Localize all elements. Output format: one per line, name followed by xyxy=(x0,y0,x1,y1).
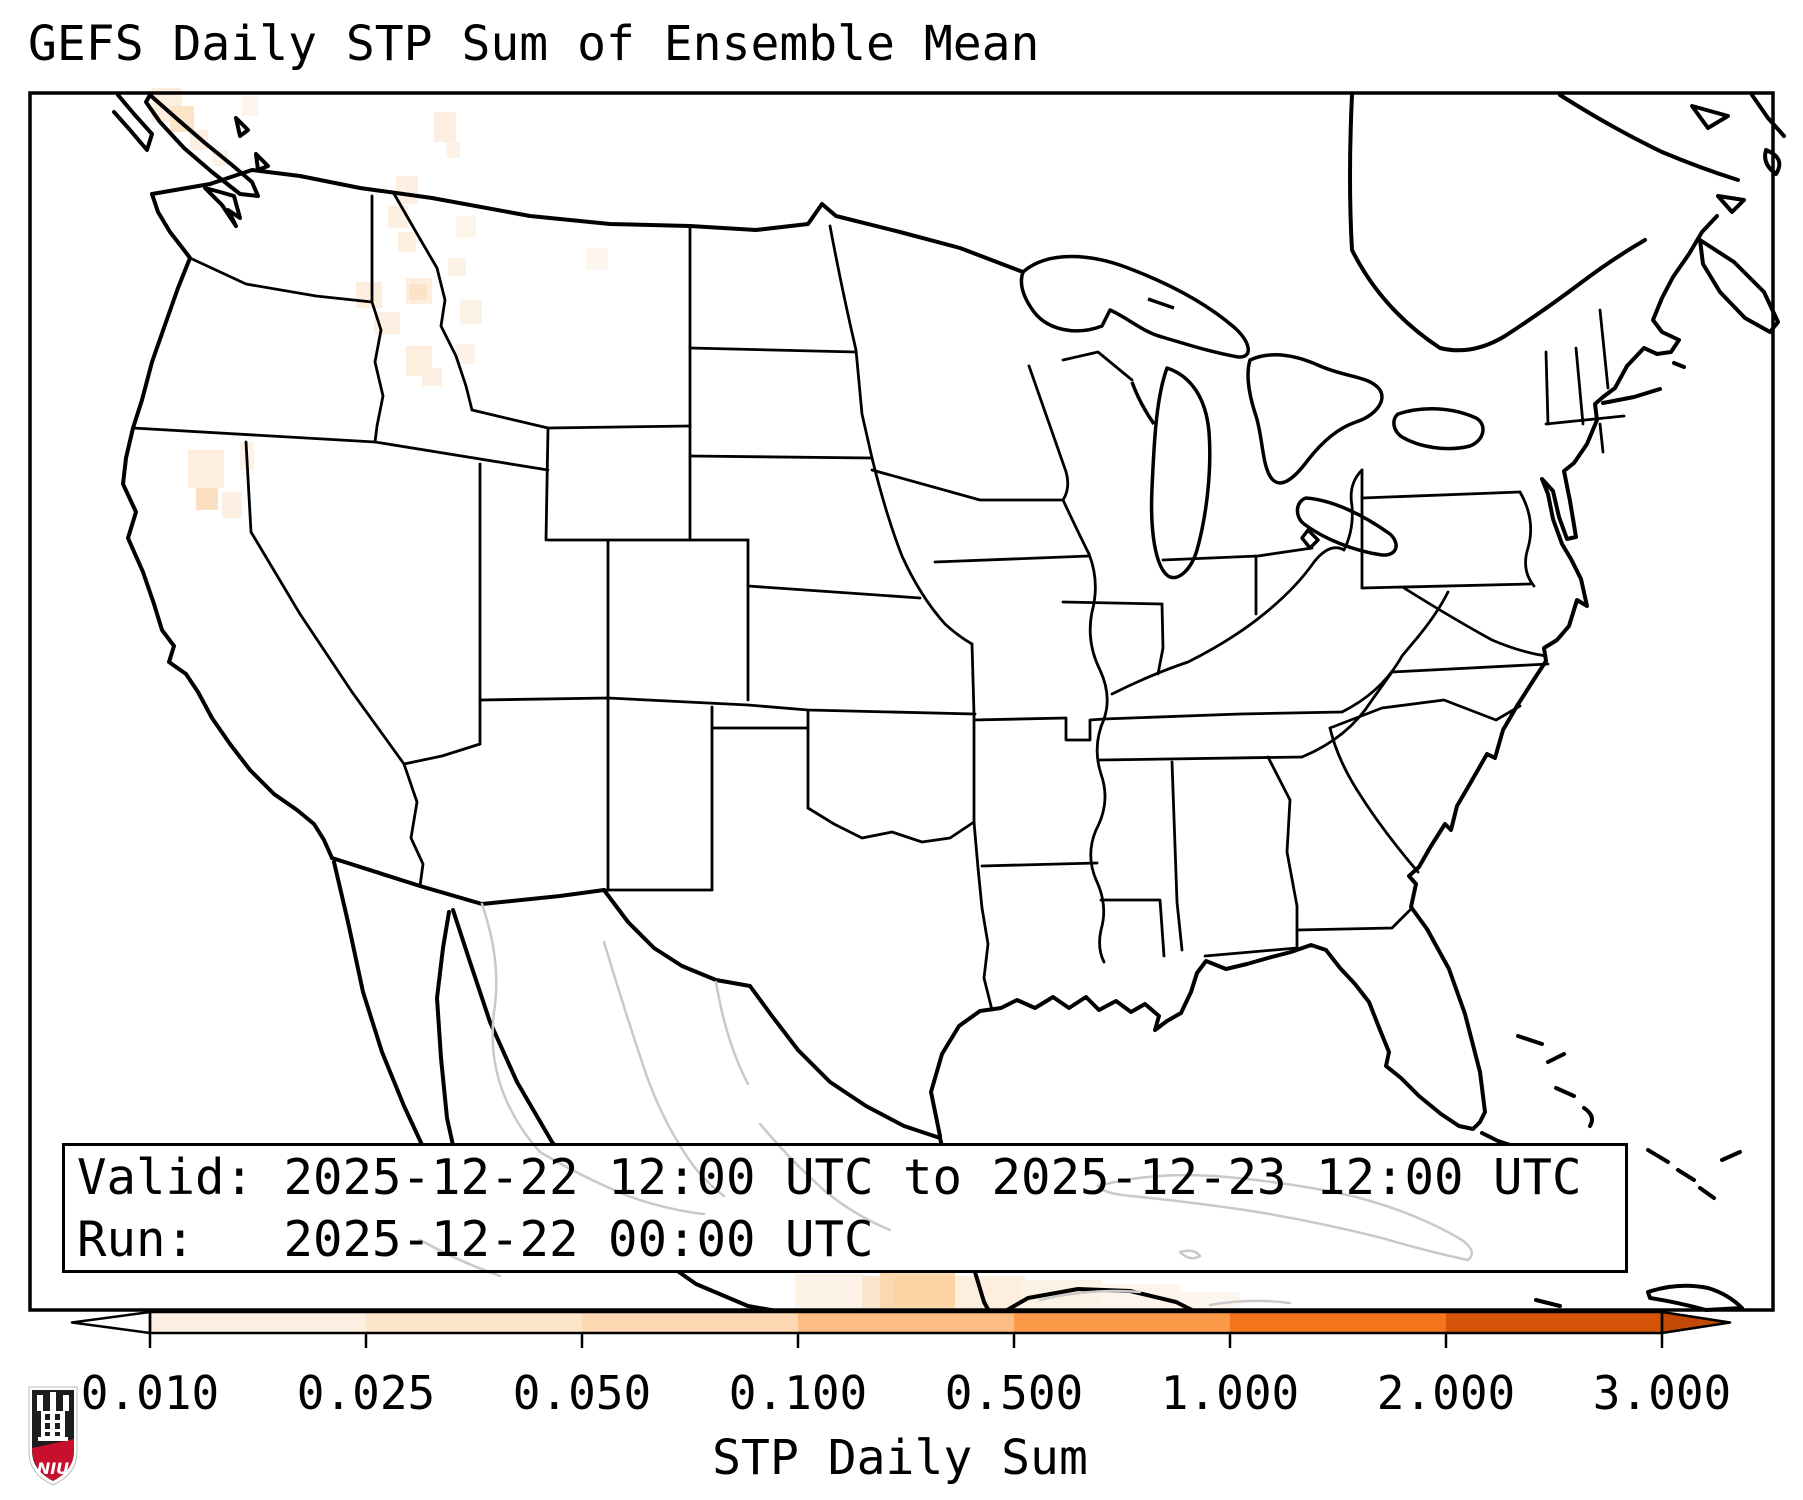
niu-logo: NIU xyxy=(28,1386,78,1486)
colorbar-segment xyxy=(150,1312,366,1333)
colorbar-segment xyxy=(798,1312,1014,1333)
lake-erie xyxy=(1295,496,1398,557)
isle-royale xyxy=(1147,297,1175,310)
logo-text: NIU xyxy=(37,1459,69,1478)
colorbar-segment xyxy=(366,1312,582,1333)
map-frame xyxy=(28,91,1775,1312)
vancouver-island xyxy=(112,93,154,152)
lake-michigan xyxy=(1149,366,1212,580)
lake-ontario xyxy=(1392,407,1485,451)
rio-grande xyxy=(602,888,942,1140)
great-lakes xyxy=(1019,254,1485,580)
colorbar-under-arrow xyxy=(70,1310,152,1335)
colorbar-segment xyxy=(1230,1312,1446,1333)
pacific-coast xyxy=(121,192,334,860)
canada-border xyxy=(150,168,1025,274)
info-box-backdrop xyxy=(62,1143,1628,1273)
lake-huron xyxy=(1246,353,1384,485)
colorbar-tick-label: 0.100 xyxy=(728,1366,868,1420)
mexico-border xyxy=(330,856,606,906)
colorbar-outline xyxy=(148,1310,1664,1335)
colorbar-over-arrow xyxy=(1660,1310,1732,1335)
coastlines xyxy=(112,93,1786,1315)
run-line: Run: 2025-12-22 00:00 UTC xyxy=(77,1211,874,1268)
colorbar-tick-label: 0.025 xyxy=(296,1366,436,1420)
colorbar-segment xyxy=(582,1312,798,1333)
st-lawrence xyxy=(1348,93,1647,353)
colorbar-tick-label: 0.010 xyxy=(80,1366,220,1420)
figure-title: GEFS Daily STP Sum of Ensemble Mean xyxy=(28,16,1040,72)
cuba-outline xyxy=(1096,1173,1474,1262)
colorbar-segment xyxy=(1446,1312,1662,1333)
colorbar-tick-label: 2.000 xyxy=(1376,1366,1516,1420)
colorbar-tick-label: 0.500 xyxy=(944,1366,1084,1420)
colorbar-tick-label: 0.050 xyxy=(512,1366,652,1420)
lake-superior xyxy=(1019,254,1250,359)
state-borders xyxy=(131,190,1626,1012)
colorbar xyxy=(70,1310,1732,1348)
green-bay xyxy=(1130,381,1156,426)
colorbar-tick-label: 1.000 xyxy=(1160,1366,1300,1420)
colorbar-tick-label: 3.000 xyxy=(1592,1366,1732,1420)
long-island xyxy=(1601,387,1662,405)
valid-run-box: Valid: 2025-12-22 12:00 UTC to 2025-12-2… xyxy=(62,1143,1628,1273)
nova-scotia xyxy=(1698,238,1780,334)
colorbar-axis-label: STP Daily Sum xyxy=(712,1430,1088,1486)
logo-red-band xyxy=(32,1439,74,1481)
valid-line: Valid: 2025-12-22 12:00 UTC to 2025-12-2… xyxy=(77,1149,1582,1206)
gulf-atlantic-coast xyxy=(929,214,1719,1138)
castle-icon xyxy=(37,1392,69,1441)
caribbean-islands xyxy=(1516,1034,1744,1312)
colorbar-segment xyxy=(1014,1312,1230,1333)
